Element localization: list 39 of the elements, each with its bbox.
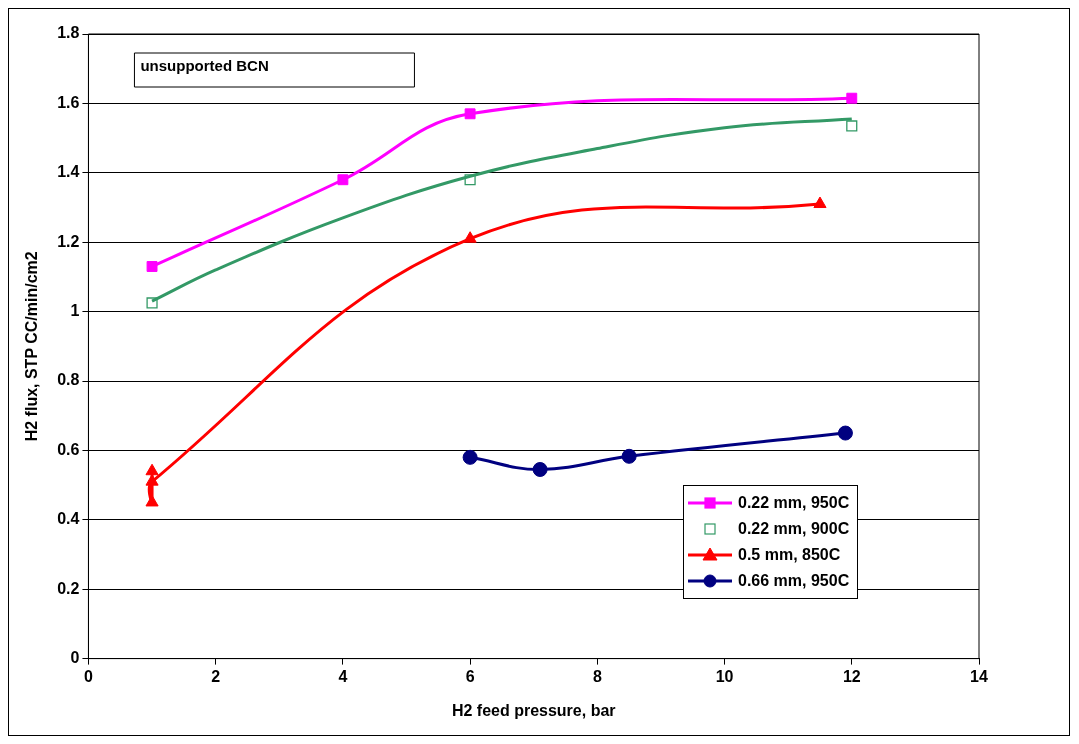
point xyxy=(846,92,858,104)
point xyxy=(463,231,477,243)
x-tick-label: 8 xyxy=(592,667,602,685)
y-tick-label: 1.6 xyxy=(57,93,80,111)
x-tick-label: 12 xyxy=(842,667,861,685)
x-tick-label: 14 xyxy=(970,667,988,685)
y-axis-title: H2 flux, STP CC/min/cm2 xyxy=(23,251,41,442)
x-tick-label: 10 xyxy=(715,667,734,685)
point xyxy=(462,449,478,465)
point xyxy=(837,425,853,441)
annotation: unsupported BCN xyxy=(140,57,269,75)
point xyxy=(145,494,159,507)
point xyxy=(145,474,159,486)
point xyxy=(813,196,827,209)
y-tick-label: 0.4 xyxy=(57,510,80,528)
point xyxy=(846,120,858,132)
y-tick-label: 0.8 xyxy=(57,371,80,389)
point xyxy=(532,461,548,477)
x-axis-title: H2 feed pressure, bar xyxy=(451,701,616,719)
point xyxy=(621,448,637,464)
point xyxy=(464,108,476,120)
x-tick-label: 6 xyxy=(465,667,475,685)
x-tick-label: 0 xyxy=(83,667,93,685)
legend-label: 0.22 mm, 950C xyxy=(738,494,850,512)
y-tick-label: 1.4 xyxy=(57,163,80,181)
y-tick-label: 0 xyxy=(70,649,80,667)
y-tick-label: 0.6 xyxy=(57,440,80,458)
legend-label: 0.66 mm, 950C xyxy=(738,572,850,590)
y-tick-label: 1 xyxy=(70,302,80,320)
y-tick-label: 1.2 xyxy=(57,232,80,250)
legend-label: 0.5 mm, 850C xyxy=(738,546,841,564)
legend-label: 0.22 mm, 900C xyxy=(738,520,850,538)
point xyxy=(337,174,349,186)
x-tick-label: 4 xyxy=(338,667,348,685)
point xyxy=(145,463,159,476)
x-tick-label: 2 xyxy=(211,667,221,685)
y-tick-label: 0.2 xyxy=(57,579,80,597)
y-tick-label: 1.8 xyxy=(57,24,80,42)
point xyxy=(146,261,158,272)
